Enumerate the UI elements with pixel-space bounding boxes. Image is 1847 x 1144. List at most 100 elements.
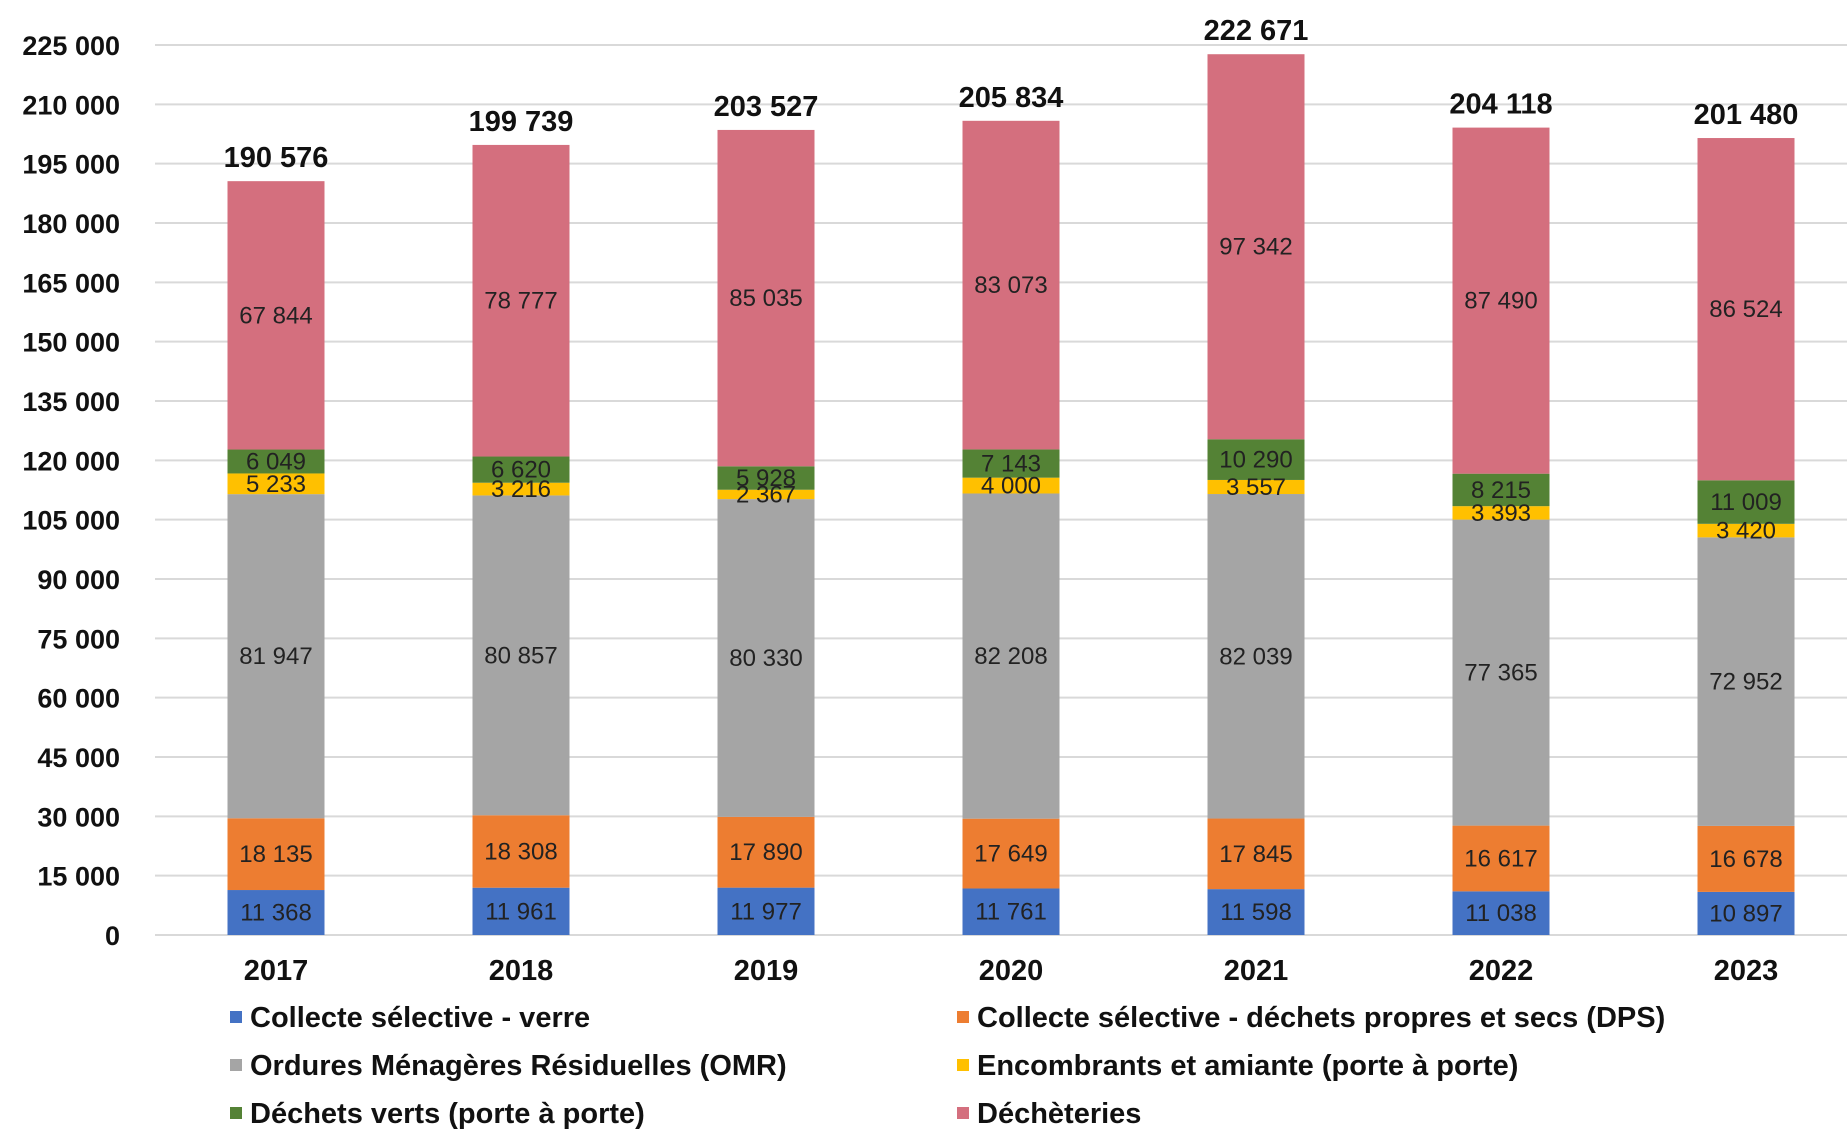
bar-segment [1452, 519, 1550, 826]
y-tick-label: 195 000 [22, 150, 120, 180]
bar-segment [472, 495, 570, 816]
bar-total-label: 201 480 [1694, 99, 1799, 131]
y-tick-label: 120 000 [22, 446, 120, 476]
bar-segment [1207, 439, 1305, 480]
segment-value-label: 3 393 [1471, 500, 1531, 527]
legend-entry: Déchets verts (porte à porte) [250, 1098, 645, 1130]
bar-total-label: 205 834 [959, 82, 1064, 114]
bar-segment [1697, 523, 1795, 538]
bar-segment [962, 449, 1060, 478]
bar-segment [962, 493, 1060, 819]
bar-segment [717, 489, 815, 500]
bar-segment [472, 815, 570, 888]
segment-value-label: 11 598 [1220, 899, 1292, 926]
bar-segment [1697, 480, 1795, 524]
legend-entry: Collecte sélective - déchets propres et … [977, 1002, 1665, 1034]
y-tick-label: 90 000 [37, 565, 120, 595]
segment-value-label: 78 777 [484, 288, 557, 315]
x-tick-label: 2022 [1469, 955, 1534, 987]
legend-swatch [230, 1107, 242, 1119]
bar-total-label: 204 118 [1449, 89, 1552, 121]
bar-segment [962, 120, 1060, 450]
segment-value-label: 11 009 [1710, 489, 1782, 516]
bar-segment [717, 816, 815, 888]
segment-value-label: 3 420 [1716, 518, 1776, 545]
segment-value-label: 17 845 [1219, 841, 1292, 868]
y-tick-label: 15 000 [37, 862, 120, 892]
segment-value-label: 11 961 [485, 898, 557, 925]
segment-value-label: 81 947 [239, 643, 312, 670]
bar-segment [472, 887, 570, 935]
segment-value-label: 97 342 [1219, 234, 1292, 261]
y-tick-label: 210 000 [22, 90, 120, 120]
bar-segment [717, 499, 815, 817]
segment-value-label: 5 233 [246, 471, 306, 498]
segment-value-label: 16 678 [1709, 846, 1782, 873]
legend: Collecte sélective - verre Collecte sélec… [230, 1002, 1665, 1130]
segment-value-label: 3 216 [491, 476, 551, 503]
x-tick-label: 2019 [734, 955, 799, 987]
segment-value-label: 18 135 [239, 841, 312, 868]
bar-segment [227, 449, 325, 474]
bar-segment [1452, 506, 1550, 520]
bar-total-label: 222 671 [1204, 15, 1309, 47]
x-tick-label: 2017 [244, 955, 309, 987]
segment-value-label: 2 367 [736, 481, 796, 508]
legend-entry: Ordures Ménagères Résiduelles (OMR) [250, 1050, 787, 1082]
legend-entry: Encombrants et amiante (porte à porte) [977, 1050, 1518, 1082]
legend-entry: Collecte sélective - verre [250, 1002, 590, 1034]
bar-segment [1207, 494, 1305, 819]
bar-segment [472, 456, 570, 483]
legend-swatch [230, 1059, 242, 1071]
y-tick-label: 0 [105, 921, 120, 951]
segment-value-label: 18 308 [484, 838, 557, 865]
bar-segment [1697, 825, 1795, 892]
bar-segment [1207, 818, 1305, 890]
segment-value-label: 7 143 [981, 451, 1041, 478]
bar-segment [1452, 825, 1550, 892]
segment-value-label: 10 897 [1709, 900, 1782, 927]
x-tick-label: 2021 [1224, 955, 1289, 987]
segment-value-label: 11 761 [975, 899, 1047, 926]
bar-segment [1452, 473, 1550, 507]
bar-total-label: 190 576 [224, 142, 329, 174]
x-axis-ticks: 2017 2018 2019 2020 2021 2022 2023 [244, 955, 1779, 987]
bar-segment [717, 887, 815, 935]
segment-value-label: 6 620 [491, 457, 551, 484]
bar-segment [472, 482, 570, 496]
segment-value-label: 11 368 [240, 900, 312, 927]
y-tick-label: 150 000 [22, 328, 120, 358]
bar-total-label: 203 527 [714, 91, 819, 123]
legend-swatch [957, 1059, 969, 1071]
bar-segment [717, 129, 815, 467]
bar-segment [1207, 54, 1305, 440]
segment-value-label: 83 073 [974, 272, 1047, 299]
legend-swatch [230, 1011, 242, 1023]
y-tick-label: 45 000 [37, 743, 120, 773]
segment-value-label: 85 035 [729, 285, 802, 312]
bar-segment [1697, 891, 1795, 935]
bar-segment [1697, 138, 1795, 481]
segment-value-label: 87 490 [1464, 288, 1537, 315]
total-labels: 190 576 199 739 203 527 205 834 222 671 204 1… [224, 15, 1799, 174]
segment-value-label: 11 038 [1465, 900, 1537, 927]
y-tick-label: 30 000 [37, 802, 120, 832]
x-tick-label: 2018 [489, 955, 554, 987]
y-tick-label: 180 000 [22, 209, 120, 239]
y-tick-label: 60 000 [37, 684, 120, 714]
bar-segment [1207, 479, 1305, 495]
legend-entry: Déchèteries [977, 1098, 1141, 1130]
bars [227, 54, 1795, 935]
segment-value-label: 4 000 [981, 473, 1041, 500]
segment-value-label: 16 617 [1464, 845, 1537, 872]
y-tick-label: 75 000 [37, 624, 120, 654]
bar-segment [962, 888, 1060, 935]
y-tick-label: 135 000 [22, 387, 120, 417]
legend-swatch [957, 1107, 969, 1119]
x-tick-label: 2020 [979, 955, 1044, 987]
segment-value-label: 80 857 [484, 642, 557, 669]
segment-value-label: 67 844 [239, 302, 312, 329]
